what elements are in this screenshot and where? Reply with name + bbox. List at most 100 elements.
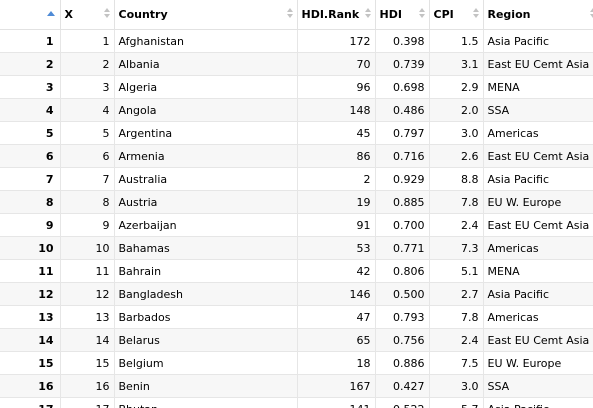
region-cell: SSA: [482, 98, 593, 122]
cpi-cell: 1.5: [428, 29, 484, 53]
cpi-cell: 3.0: [428, 374, 484, 398]
table-row: 1 1 Afghanistan 172 0.398 1.5 Asia Pacific: [0, 29, 593, 53]
header-hdi[interactable]: HDI: [374, 0, 430, 30]
country-cell: Benin: [113, 374, 298, 398]
table-row: 2 2 Albania 70 0.739 3.1 East EU Cemt Asia: [0, 52, 593, 76]
x-cell: 11: [59, 259, 115, 283]
hdi-rank-cell: 86: [296, 144, 376, 168]
table-row: 4 4 Angola 148 0.486 2.0 SSA: [0, 98, 593, 122]
header-label: Country: [118, 8, 168, 21]
header-row: X Country HDI.Rank HDI CPI: [0, 0, 593, 30]
header-region[interactable]: Region: [482, 0, 593, 30]
hdi-cell: 0.398: [374, 29, 430, 53]
country-cell: Albania: [113, 52, 298, 76]
hdi-cell: 0.522: [374, 397, 430, 408]
hdi-rank-cell: 141: [296, 397, 376, 408]
header-label: HDI.Rank: [301, 8, 360, 21]
region-cell: Asia Pacific: [482, 29, 593, 53]
row-index-cell: 7: [0, 167, 61, 191]
table-row: 5 5 Argentina 45 0.797 3.0 Americas: [0, 121, 593, 145]
x-cell: 5: [59, 121, 115, 145]
cpi-cell: 5.1: [428, 259, 484, 283]
sort-icon: [364, 8, 371, 20]
cpi-cell: 2.4: [428, 213, 484, 237]
header-hdi-rank[interactable]: HDI.Rank: [296, 0, 376, 30]
table-header: X Country HDI.Rank HDI CPI: [0, 0, 593, 30]
hdi-rank-cell: 19: [296, 190, 376, 214]
table-row: 14 14 Belarus 65 0.756 2.4 East EU Cemt Asia: [0, 328, 593, 352]
hdi-rank-cell: 96: [296, 75, 376, 99]
country-cell: Afghanistan: [113, 29, 298, 53]
hdi-cell: 0.797: [374, 121, 430, 145]
cpi-cell: 3.0: [428, 121, 484, 145]
row-index-cell: 15: [0, 351, 61, 375]
table-row: 10 10 Bahamas 53 0.771 7.3 Americas: [0, 236, 593, 260]
x-cell: 1: [59, 29, 115, 53]
sort-icon: [589, 8, 593, 20]
hdi-cell: 0.756: [374, 328, 430, 352]
hdi-cell: 0.427: [374, 374, 430, 398]
country-cell: Angola: [113, 98, 298, 122]
country-cell: Australia: [113, 167, 298, 191]
region-cell: East EU Cemt Asia: [482, 328, 593, 352]
cpi-cell: 2.6: [428, 144, 484, 168]
x-cell: 6: [59, 144, 115, 168]
cpi-cell: 8.8: [428, 167, 484, 191]
header-x[interactable]: X: [59, 0, 115, 30]
row-index-cell: 16: [0, 374, 61, 398]
hdi-rank-cell: 91: [296, 213, 376, 237]
cpi-cell: 2.7: [428, 282, 484, 306]
cpi-cell: 7.5: [428, 351, 484, 375]
row-index-cell: 10: [0, 236, 61, 260]
hdi-rank-cell: 2: [296, 167, 376, 191]
hdi-rank-cell: 167: [296, 374, 376, 398]
row-index-cell: 6: [0, 144, 61, 168]
hdi-cell: 0.929: [374, 167, 430, 191]
table-row: 15 15 Belgium 18 0.886 7.5 EU W. Europe: [0, 351, 593, 375]
country-cell: Austria: [113, 190, 298, 214]
region-cell: Asia Pacific: [482, 282, 593, 306]
country-cell: Bangladesh: [113, 282, 298, 306]
x-cell: 10: [59, 236, 115, 260]
table-row: 13 13 Barbados 47 0.793 7.8 Americas: [0, 305, 593, 329]
table-row: 8 8 Austria 19 0.885 7.8 EU W. Europe: [0, 190, 593, 214]
row-index-cell: 3: [0, 75, 61, 99]
header-country[interactable]: Country: [113, 0, 298, 30]
country-cell: Bahrain: [113, 259, 298, 283]
region-cell: Americas: [482, 236, 593, 260]
country-cell: Armenia: [113, 144, 298, 168]
region-cell: Americas: [482, 121, 593, 145]
hdi-cell: 0.500: [374, 282, 430, 306]
table-row: 16 16 Benin 167 0.427 3.0 SSA: [0, 374, 593, 398]
hdi-cell: 0.716: [374, 144, 430, 168]
hdi-rank-cell: 53: [296, 236, 376, 260]
cpi-cell: 7.8: [428, 305, 484, 329]
table-row: 6 6 Armenia 86 0.716 2.6 East EU Cemt Asia: [0, 144, 593, 168]
hdi-cell: 0.886: [374, 351, 430, 375]
header-label: Region: [487, 8, 531, 21]
hdi-rank-cell: 42: [296, 259, 376, 283]
header-cpi[interactable]: CPI: [428, 0, 484, 30]
row-index-cell: 11: [0, 259, 61, 283]
table-row: 9 9 Azerbaijan 91 0.700 2.4 East EU Cemt Asia: [0, 213, 593, 237]
header-row-index[interactable]: [0, 0, 61, 30]
region-cell: MENA: [482, 259, 593, 283]
x-cell: 2: [59, 52, 115, 76]
x-cell: 14: [59, 328, 115, 352]
row-index-cell: 8: [0, 190, 61, 214]
cpi-cell: 2.0: [428, 98, 484, 122]
row-index-cell: 13: [0, 305, 61, 329]
country-cell: Azerbaijan: [113, 213, 298, 237]
x-cell: 7: [59, 167, 115, 191]
region-cell: Asia Pacific: [482, 167, 593, 191]
table-body: 1 1 Afghanistan 172 0.398 1.5 Asia Pacific 2 2 Al…: [0, 29, 593, 408]
sort-ascending-icon: [47, 11, 55, 16]
x-cell: 17: [59, 397, 115, 408]
table-row: 11 11 Bahrain 42 0.806 5.1 MENA: [0, 259, 593, 283]
country-cell: Barbados: [113, 305, 298, 329]
row-index-cell: 17: [0, 397, 61, 408]
hdi-rank-cell: 146: [296, 282, 376, 306]
row-index-cell: 5: [0, 121, 61, 145]
